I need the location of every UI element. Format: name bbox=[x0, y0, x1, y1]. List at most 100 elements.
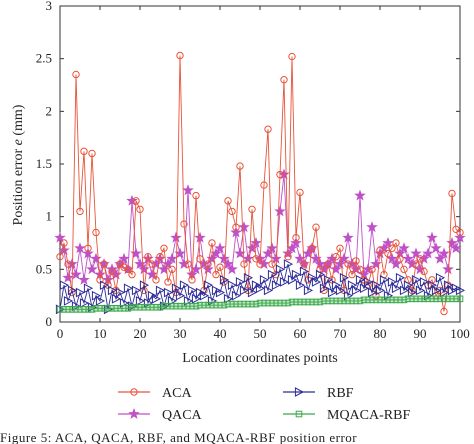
data-point bbox=[84, 244, 92, 252]
data-point bbox=[308, 244, 316, 252]
data-point bbox=[151, 293, 162, 304]
data-point bbox=[382, 236, 394, 248]
data-point bbox=[248, 205, 256, 213]
data-point bbox=[270, 252, 282, 264]
data-point bbox=[196, 255, 204, 263]
x-tick-label: 90 bbox=[414, 326, 427, 341]
y-tick-label: 2 bbox=[46, 103, 53, 118]
data-point bbox=[300, 260, 308, 268]
x-tick-label: 10 bbox=[94, 326, 107, 341]
data-point bbox=[56, 306, 64, 313]
data-point bbox=[243, 272, 254, 283]
data-point bbox=[384, 296, 392, 304]
data-point bbox=[139, 280, 150, 290]
data-point bbox=[96, 305, 104, 312]
data-point bbox=[362, 263, 374, 275]
data-point bbox=[258, 258, 270, 269]
legend-marker bbox=[294, 387, 305, 397]
data-point bbox=[360, 296, 368, 304]
data-point bbox=[430, 242, 442, 254]
axis-ticks: 0 10 20 30 40 50 60 70 80 90 100 0 0.5 1 1.5 2 2.5 3 bbox=[36, 0, 470, 341]
data-point bbox=[288, 52, 296, 61]
data-point bbox=[184, 302, 192, 310]
data-point bbox=[274, 205, 286, 217]
data-point bbox=[216, 301, 224, 309]
data-point bbox=[408, 295, 416, 303]
data-point bbox=[135, 296, 146, 306]
data-point bbox=[218, 252, 230, 264]
data-point bbox=[236, 300, 244, 308]
data-point bbox=[78, 273, 90, 285]
data-point bbox=[435, 272, 446, 283]
data-point bbox=[276, 170, 284, 179]
data-point bbox=[64, 306, 72, 313]
data-point bbox=[212, 270, 220, 279]
data-point bbox=[354, 189, 366, 201]
data-point bbox=[279, 277, 290, 287]
data-point bbox=[295, 280, 306, 290]
data-point bbox=[286, 242, 298, 254]
data-point bbox=[368, 265, 376, 274]
data-point bbox=[366, 221, 378, 233]
data-point bbox=[271, 280, 282, 290]
x-tick-label: 80 bbox=[374, 326, 387, 341]
data-point bbox=[224, 197, 232, 205]
data-point bbox=[132, 197, 140, 205]
data-point bbox=[336, 297, 344, 305]
data-point bbox=[88, 306, 96, 313]
data-point bbox=[400, 265, 408, 274]
data-point bbox=[280, 299, 288, 307]
data-point bbox=[272, 299, 280, 307]
legend-marker bbox=[130, 388, 138, 396]
data-point bbox=[418, 252, 430, 264]
data-point bbox=[411, 275, 422, 285]
data-point bbox=[372, 296, 380, 304]
data-point bbox=[264, 299, 272, 307]
data-point bbox=[422, 247, 434, 259]
data-point bbox=[440, 307, 448, 316]
data-point bbox=[214, 242, 226, 254]
data-point bbox=[118, 252, 130, 264]
data-point bbox=[240, 260, 248, 268]
data-point bbox=[299, 266, 310, 277]
data-point bbox=[187, 285, 198, 296]
data-point bbox=[116, 305, 124, 312]
data-point bbox=[131, 285, 142, 296]
x-tick-label: 0 bbox=[57, 326, 64, 341]
data-point bbox=[400, 296, 408, 304]
legend-marker bbox=[128, 407, 140, 419]
data-point bbox=[220, 301, 228, 309]
data-point bbox=[84, 306, 92, 313]
data-point bbox=[136, 303, 144, 311]
series-rbf bbox=[55, 259, 466, 315]
data-point bbox=[368, 296, 376, 304]
legend-item-mqaca-rbf: MQACA-RBF bbox=[283, 408, 410, 423]
data-point bbox=[335, 285, 346, 296]
data-point bbox=[259, 275, 270, 285]
data-point bbox=[226, 263, 238, 275]
data-point bbox=[284, 299, 292, 307]
data-point bbox=[156, 303, 164, 311]
data-point bbox=[434, 252, 446, 264]
data-point bbox=[188, 276, 196, 284]
data-point bbox=[176, 302, 184, 310]
data-point bbox=[278, 168, 290, 180]
data-point bbox=[456, 228, 464, 237]
plot-area bbox=[59, 5, 461, 323]
data-point bbox=[128, 303, 136, 311]
data-point bbox=[95, 296, 106, 306]
data-point bbox=[62, 271, 74, 283]
data-point bbox=[332, 297, 340, 305]
data-point bbox=[312, 298, 320, 306]
data-point bbox=[130, 247, 142, 259]
data-point bbox=[256, 260, 264, 268]
data-point bbox=[438, 247, 450, 259]
data-point bbox=[396, 296, 404, 304]
data-point bbox=[107, 285, 118, 296]
data-point bbox=[144, 303, 152, 311]
data-point bbox=[450, 242, 462, 254]
legend: ACA QACA RBF MQACA-RBF bbox=[118, 386, 410, 423]
data-point bbox=[456, 295, 464, 303]
data-point bbox=[392, 239, 400, 247]
data-point bbox=[90, 252, 102, 264]
